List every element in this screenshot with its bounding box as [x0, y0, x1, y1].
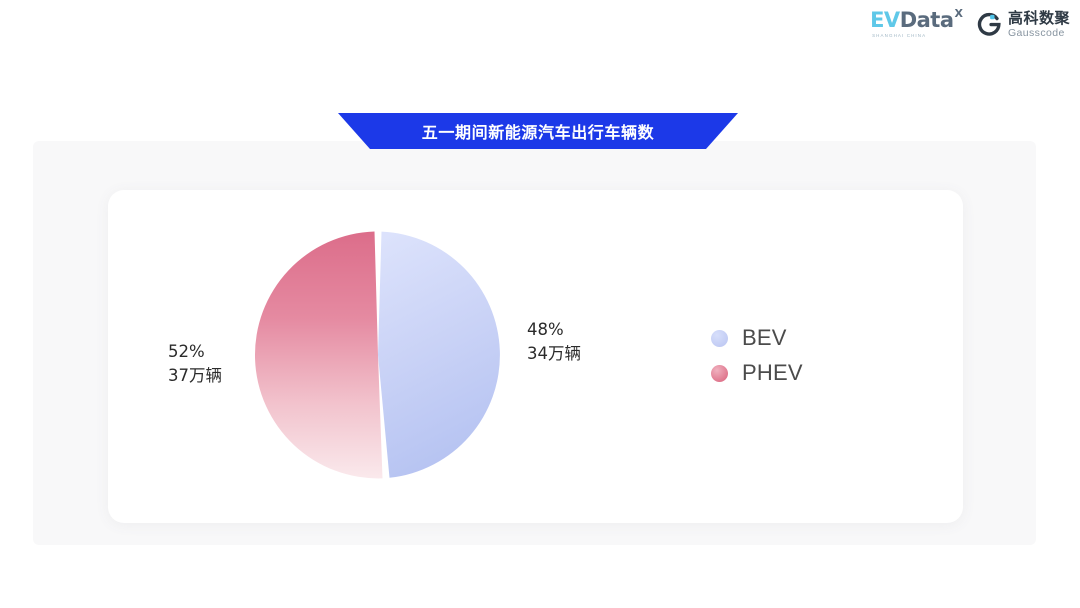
legend-label-bev: BEV	[742, 325, 787, 350]
pie-label-bev-percent: 48%	[527, 320, 564, 339]
chart-title-banner: 五一期间新能源汽车出行车辆数	[338, 113, 738, 149]
evdata-logo-text: EVData	[870, 8, 954, 32]
chart-legend: BEV PHEV	[711, 325, 803, 386]
legend-dot-bev-icon	[711, 329, 728, 347]
gausscode-logo-text: 高科数聚 Gausscode	[1007, 8, 1070, 39]
gausscode-logo: 高科数聚 Gausscode	[977, 8, 1070, 39]
page-title: 五一期间新能源汽车出行车辆数	[421, 123, 655, 142]
pie-slice-bev[interactable]	[378, 231, 500, 478]
pie-label-bev: 48% 34万辆	[527, 318, 581, 366]
gausscode-logo-en: Gausscode	[1007, 26, 1065, 39]
pie-chart	[253, 230, 503, 480]
legend-item-phev[interactable]: PHEV	[711, 360, 803, 386]
legend-label-phev: PHEV	[742, 360, 803, 385]
evdata-logo-subtitle: SHANGHAI CHINA	[872, 33, 927, 38]
chart-card	[108, 190, 963, 523]
evdata-logo-data-part: Data	[899, 8, 954, 32]
legend-item-bev[interactable]: BEV	[711, 325, 803, 351]
pie-chart-svg	[254, 231, 500, 479]
legend-dot-phev-icon	[711, 364, 728, 382]
pie-label-phev-percent: 52%	[168, 342, 205, 361]
header-logos: EVData X SHANGHAI CHINA 高科数聚 Gausscode	[870, 7, 1070, 39]
pie-label-phev: 52% 37万辆	[168, 340, 222, 388]
evdata-logo: EVData X SHANGHAI CHINA	[870, 7, 963, 39]
pie-label-phev-amount: 37万辆	[168, 365, 222, 385]
evdata-logo-superscript-x: X	[954, 7, 963, 20]
pie-slice-phev[interactable]	[254, 231, 383, 479]
gausscode-logo-cn: 高科数聚	[1007, 8, 1070, 27]
pie-label-bev-amount: 34万辆	[527, 343, 581, 363]
evdata-logo-wordmark: EVData X	[870, 7, 963, 32]
evdata-logo-ev-part: EV	[870, 8, 900, 32]
g-circle-mark-icon	[977, 12, 1001, 36]
